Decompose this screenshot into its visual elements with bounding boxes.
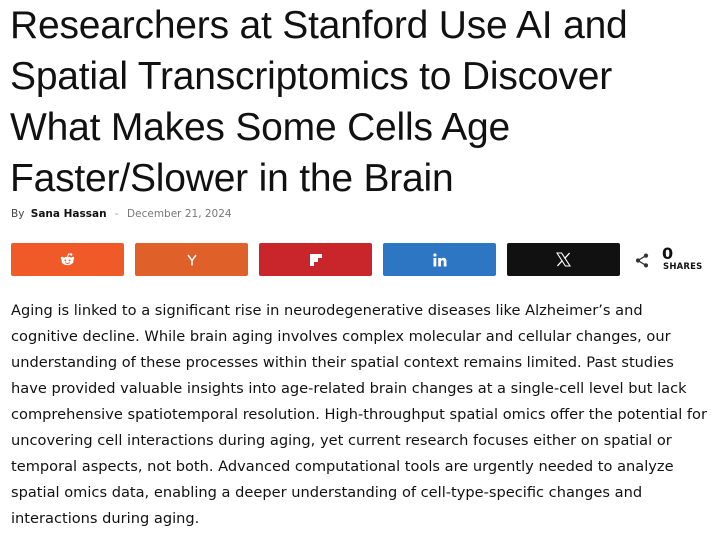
share-linkedin-button[interactable] [383,243,496,276]
reddit-icon [60,253,75,266]
x-icon [556,252,571,267]
share-reddit-button[interactable] [11,243,124,276]
flipboard-icon [309,253,322,266]
article-meta: By Sana Hassan - December 21, 2024 [11,206,232,222]
publish-date: December 21, 2024 [127,208,232,220]
article-title: Researchers at Stanford Use AI and Spati… [10,4,628,200]
share-hacker-news-button[interactable] [135,243,248,276]
share-icon [635,253,649,272]
share-x-button[interactable] [507,243,620,276]
share-count: 0 SHARES [635,243,703,276]
byline-prefix: By [11,208,25,220]
meta-separator: - [114,208,119,220]
hacker-news-icon [186,254,197,266]
share-bar: 0 SHARES [11,243,703,276]
author-link[interactable]: Sana Hassan [30,208,107,220]
linkedin-icon [432,252,447,267]
article-body: Aging is linked to a significant rise in… [11,302,707,527]
share-count-label: SHARES [663,262,703,272]
share-flipboard-button[interactable] [259,243,372,276]
share-count-value: 0 [662,244,674,263]
